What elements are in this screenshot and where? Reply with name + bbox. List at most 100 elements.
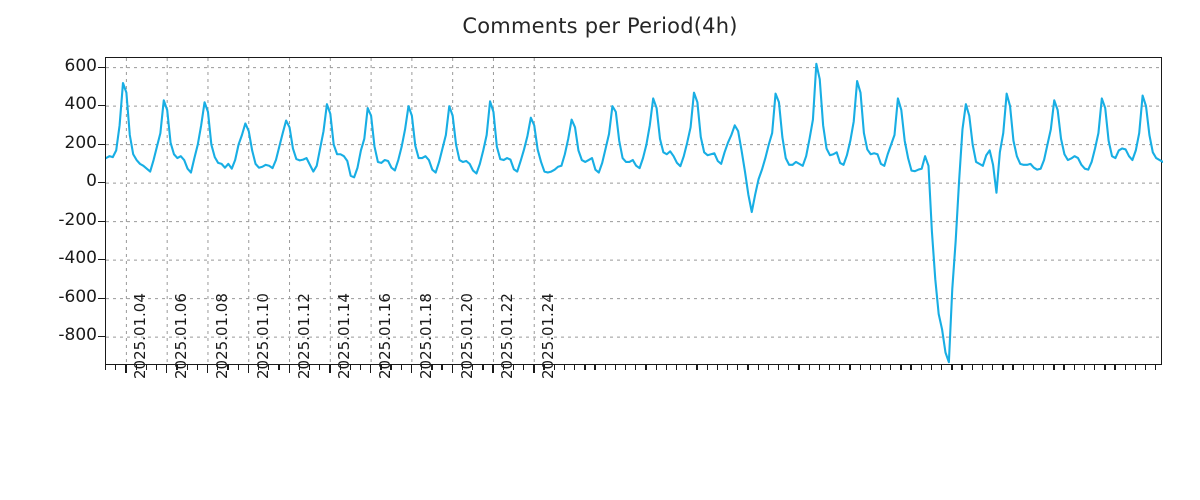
x-tick-mark-major	[451, 365, 453, 373]
x-tick-mark-minor	[105, 365, 107, 370]
y-tick-mark	[98, 105, 105, 107]
x-tick-mark-minor	[604, 365, 606, 370]
x-tick-mark-minor	[390, 365, 392, 370]
x-tick-mark-minor	[237, 365, 239, 370]
x-tick-mark-minor	[400, 365, 402, 370]
x-tick-mark-minor	[971, 365, 973, 370]
x-tick-label: 2025.01.04	[131, 293, 150, 379]
line-chart-svg	[106, 58, 1163, 366]
x-tick-mark-minor	[788, 365, 790, 370]
x-tick-mark-minor	[1124, 365, 1126, 370]
x-tick-mark-minor	[308, 365, 311, 370]
x-tick-mark-minor	[716, 365, 719, 370]
x-tick-label: 2025.01.16	[376, 293, 395, 379]
x-tick-label: 2025.01.22	[498, 293, 517, 379]
x-tick-mark-minor	[1032, 365, 1035, 370]
x-tick-mark-minor	[298, 365, 301, 370]
x-tick-label: 2025.01.24	[539, 293, 558, 379]
x-tick-mark-minor	[1012, 365, 1014, 370]
x-tick-mark-minor	[145, 365, 148, 370]
x-tick-mark-minor	[1073, 365, 1075, 370]
x-tick-label: 2025.01.10	[253, 293, 272, 379]
x-tick-mark-minor	[798, 365, 800, 370]
x-tick-mark-minor	[737, 365, 739, 370]
x-tick-mark-major	[329, 365, 331, 373]
x-tick-mark-minor	[992, 365, 994, 370]
x-tick-mark-major	[370, 365, 372, 373]
x-tick-mark-minor	[696, 365, 698, 370]
x-tick-mark-minor	[828, 365, 831, 370]
x-tick-mark-major	[247, 365, 250, 373]
x-tick-mark-minor	[268, 365, 270, 370]
x-tick-mark-minor	[1053, 365, 1055, 370]
x-tick-mark-minor	[686, 365, 688, 370]
x-tick-mark-minor	[951, 365, 953, 370]
x-tick-mark-minor	[227, 365, 229, 370]
y-tick-mark	[98, 220, 105, 222]
x-tick-mark-minor	[726, 365, 729, 370]
x-tick-mark-minor	[859, 365, 861, 370]
x-tick-mark-minor	[665, 365, 668, 370]
x-tick-mark-major	[410, 365, 413, 373]
plot-area	[105, 57, 1163, 366]
x-tick-mark-minor	[849, 365, 851, 370]
x-tick-mark-minor	[747, 365, 749, 370]
x-tick-mark-minor	[869, 365, 871, 370]
x-tick-mark-minor	[349, 365, 351, 370]
x-tick-mark-minor	[777, 365, 780, 370]
x-tick-mark-minor	[706, 365, 708, 370]
y-tick-label: -200	[58, 209, 97, 230]
x-tick-mark-major	[492, 365, 494, 373]
x-tick-mark-minor	[482, 365, 484, 370]
y-tick-label: -400	[58, 248, 97, 269]
x-tick-mark-minor	[257, 365, 260, 370]
x-tick-label: 2025.01.18	[416, 293, 435, 379]
x-tick-mark-minor	[1002, 365, 1004, 370]
x-tick-mark-minor	[135, 365, 137, 370]
x-tick-mark-minor	[614, 365, 617, 370]
x-tick-mark-minor	[879, 365, 882, 370]
x-tick-mark-minor	[186, 365, 188, 370]
x-tick-mark-minor	[176, 365, 178, 370]
x-tick-mark-minor	[553, 365, 555, 370]
x-tick-mark-minor	[981, 365, 984, 370]
y-tick-label: -600	[58, 286, 97, 307]
x-tick-mark-minor	[635, 365, 637, 370]
x-tick-mark-minor	[930, 365, 933, 370]
y-tick-mark	[98, 143, 105, 145]
y-tick-label: -800	[58, 325, 97, 346]
x-tick-mark-minor	[461, 365, 464, 370]
x-tick-mark-minor	[890, 365, 892, 370]
x-tick-mark-minor	[115, 365, 117, 370]
y-tick-mark	[98, 336, 105, 338]
x-tick-mark-minor	[574, 365, 576, 370]
x-tick-mark-minor	[920, 365, 922, 370]
x-tick-mark-minor	[563, 365, 566, 370]
x-tick-mark-minor	[523, 365, 525, 370]
x-tick-mark-minor	[543, 365, 545, 370]
y-tick-mark	[98, 66, 105, 68]
x-tick-mark-minor	[196, 365, 199, 370]
x-tick-mark-minor	[655, 365, 657, 370]
x-tick-mark-minor	[594, 365, 596, 370]
x-tick-mark-minor	[900, 365, 902, 370]
x-tick-mark-minor	[380, 365, 382, 370]
x-tick-mark-minor	[1104, 365, 1106, 370]
x-tick-mark-minor	[472, 365, 474, 370]
y-tick-label: 200	[64, 132, 97, 153]
x-tick-mark-major	[533, 365, 535, 373]
x-tick-label: 2025.01.14	[335, 293, 354, 379]
x-tick-mark-minor	[941, 365, 943, 370]
x-tick-mark-minor	[359, 365, 362, 370]
x-tick-mark-minor	[1094, 365, 1096, 370]
x-tick-mark-minor	[1114, 365, 1116, 370]
x-tick-mark-minor	[502, 365, 504, 370]
x-tick-mark-major	[166, 365, 168, 373]
x-tick-label: 2025.01.20	[457, 293, 476, 379]
x-tick-mark-minor	[421, 365, 423, 370]
x-tick-mark-minor	[767, 365, 770, 370]
x-tick-mark-minor	[839, 365, 841, 370]
x-tick-mark-minor	[431, 365, 433, 370]
x-tick-mark-major	[288, 365, 290, 373]
